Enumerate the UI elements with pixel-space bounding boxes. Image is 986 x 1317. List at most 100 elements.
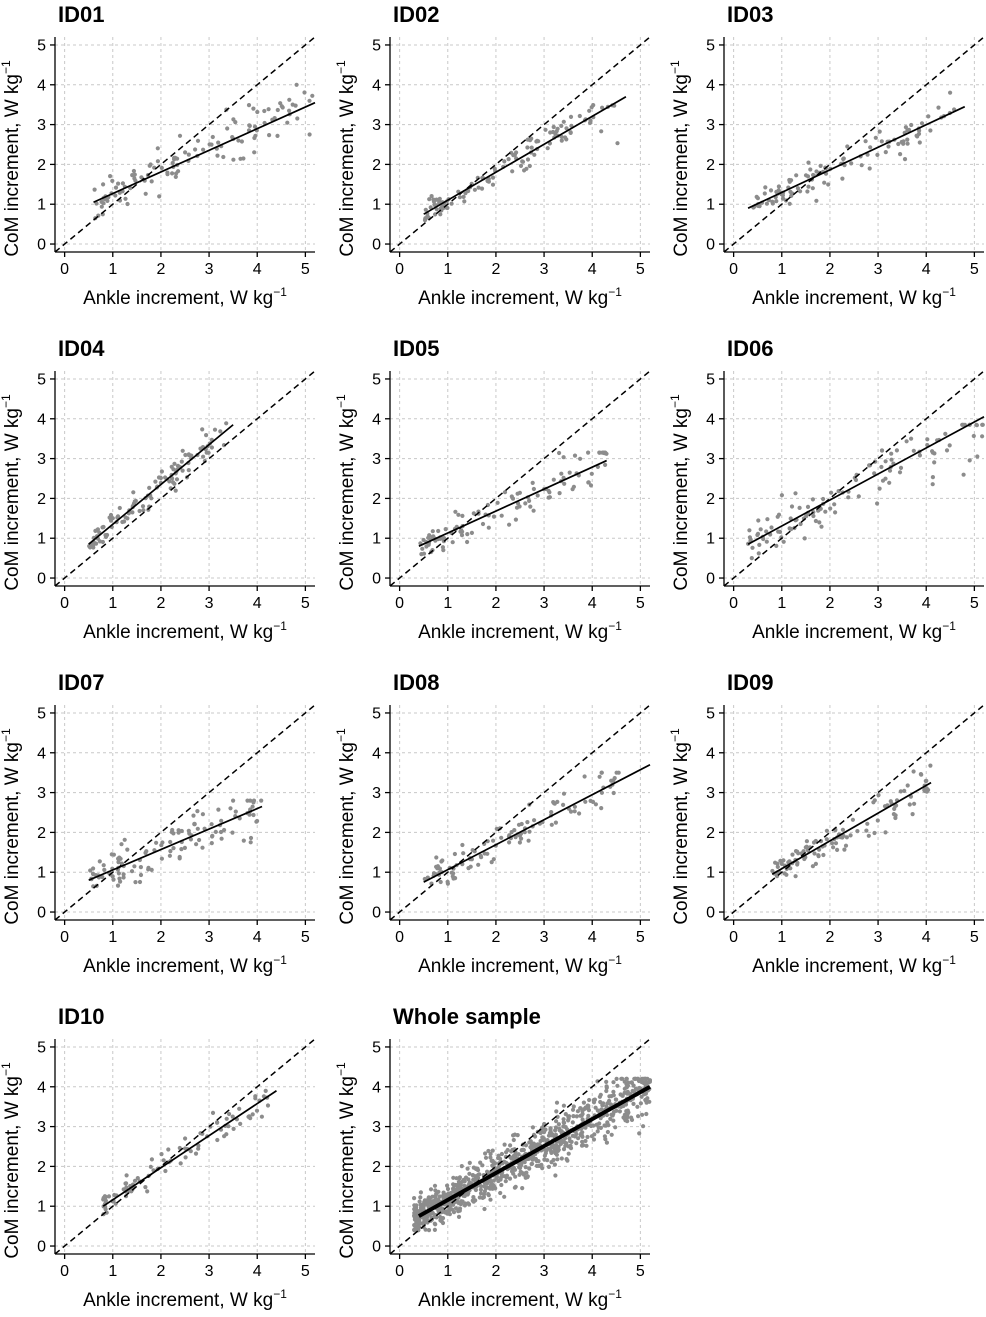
data-point (101, 182, 106, 187)
data-point (892, 806, 897, 812)
data-point (553, 820, 559, 825)
panel-title: ID06 (727, 336, 773, 361)
data-point (505, 1147, 510, 1153)
data-point (412, 1226, 418, 1232)
x-tick-label: 3 (874, 929, 883, 946)
data-point (216, 140, 221, 145)
data-point (823, 509, 828, 514)
fit-line (771, 781, 932, 875)
data-point (168, 849, 173, 854)
data-point (486, 179, 491, 184)
x-tick-label: 4 (922, 595, 931, 612)
grid (55, 705, 315, 920)
data-point (608, 1102, 614, 1107)
data-point (462, 199, 467, 204)
data-point (582, 774, 587, 779)
data-point (212, 427, 218, 432)
y-tick-label: 5 (372, 705, 381, 722)
data-point (638, 1101, 644, 1106)
data-point (795, 186, 801, 191)
data-point (804, 844, 809, 849)
data-point (531, 508, 536, 513)
data-point (898, 465, 904, 470)
data-point (170, 476, 175, 481)
data-points (92, 82, 315, 221)
data-point (832, 502, 837, 507)
data-point (550, 1132, 555, 1137)
data-point (461, 851, 466, 856)
y-tick-label: 0 (37, 571, 46, 588)
y-tick-label: 3 (372, 117, 381, 134)
data-point (115, 514, 121, 519)
data-point (804, 514, 809, 519)
data-point (561, 1147, 567, 1152)
data-point (471, 511, 476, 516)
x-tick-label: 1 (108, 1263, 117, 1280)
data-point (598, 1125, 604, 1130)
x-tick-label: 2 (156, 1263, 165, 1280)
data-point (538, 1138, 543, 1144)
data-point (161, 1158, 166, 1163)
data-point (177, 856, 182, 861)
data-point (575, 1109, 581, 1114)
data-point (516, 822, 522, 827)
data-point (466, 1191, 471, 1196)
x-tick-label: 3 (540, 595, 549, 612)
data-point (91, 866, 96, 871)
data-point (559, 123, 564, 128)
data-point (598, 1092, 603, 1097)
data-point (471, 1177, 476, 1182)
data-point (486, 1193, 491, 1198)
x-tick-label: 1 (108, 929, 117, 946)
data-point (902, 788, 907, 794)
data-point (980, 434, 985, 439)
data-point (499, 1182, 504, 1188)
data-point (515, 1133, 520, 1138)
data-point (887, 480, 892, 485)
data-point (561, 791, 567, 796)
data-point (498, 1190, 503, 1196)
x-tick-label: 2 (491, 595, 500, 612)
data-point (484, 1185, 489, 1190)
data-point (570, 1120, 575, 1125)
data-point (770, 868, 775, 874)
data-point (129, 869, 135, 874)
data-point (868, 145, 873, 150)
data-point (924, 786, 929, 791)
data-point (559, 1156, 564, 1161)
data-point (466, 1202, 472, 1207)
data-point (747, 528, 752, 533)
data-point (219, 818, 224, 823)
data-point (141, 508, 146, 513)
data-point (518, 163, 524, 168)
data-point (451, 1186, 457, 1191)
data-point (780, 193, 786, 198)
data-point (434, 207, 439, 212)
x-tick-label: 4 (588, 1263, 597, 1280)
data-point (132, 499, 137, 504)
data-point (246, 1114, 251, 1119)
data-point (629, 1115, 634, 1120)
data-point (789, 526, 794, 532)
grid (724, 705, 984, 920)
data-point (486, 1179, 491, 1184)
data-point (489, 860, 494, 865)
y-tick-label: 0 (37, 905, 46, 922)
data-point (525, 157, 531, 162)
data-point (795, 860, 800, 866)
data-point (840, 176, 845, 181)
y-tick-label: 2 (372, 1159, 381, 1176)
data-point (183, 150, 188, 155)
data-point (532, 152, 537, 157)
data-point (551, 801, 557, 806)
data-point (905, 137, 910, 142)
data-point (478, 1184, 483, 1189)
panel-title: ID03 (727, 2, 773, 27)
data-point (578, 1106, 583, 1111)
x-tick-label: 4 (253, 595, 262, 612)
data-point (604, 1112, 610, 1118)
data-point (467, 1160, 472, 1165)
data-point (556, 1122, 562, 1127)
chart-panel: 00 1 1 2 2 3 3 4 4 5 5 Whole sample Ankle increment,… (334, 1004, 652, 1311)
data-point (613, 1125, 618, 1130)
